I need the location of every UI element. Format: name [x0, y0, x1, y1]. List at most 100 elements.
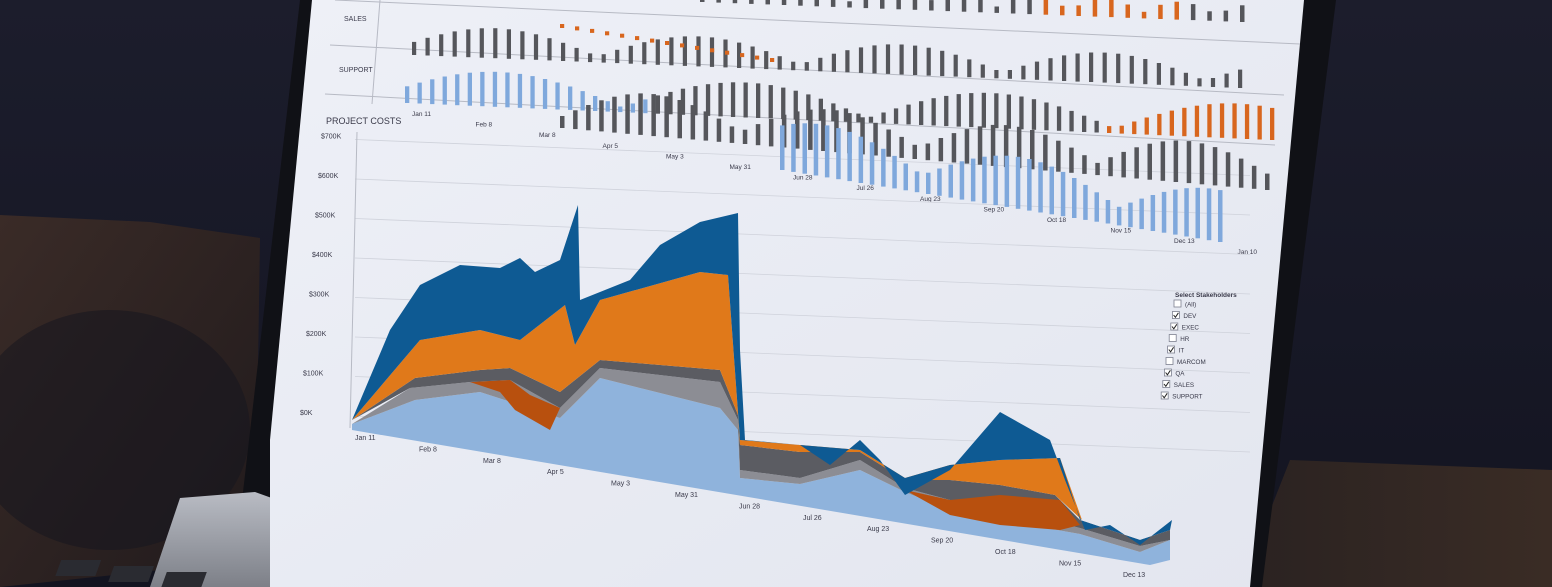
bar	[1108, 157, 1113, 177]
bar	[899, 136, 904, 158]
bar	[467, 72, 472, 106]
bar	[959, 161, 965, 200]
legend-checkbox[interactable]	[1160, 391, 1169, 400]
bar	[781, 0, 787, 5]
bar	[716, 0, 721, 3]
bar	[1238, 158, 1244, 188]
bar	[620, 33, 625, 38]
bar	[669, 37, 674, 66]
bar	[1027, 0, 1032, 15]
legend-checkbox[interactable]	[1170, 322, 1179, 331]
bar	[573, 110, 578, 130]
bar	[806, 94, 811, 121]
bar	[793, 90, 798, 120]
legend-checkbox[interactable]	[1168, 334, 1177, 342]
bar	[1094, 120, 1099, 133]
legend-item[interactable]: (All)	[1173, 299, 1196, 309]
bar	[1109, 0, 1114, 18]
legend-label: MARCOM	[1177, 359, 1206, 366]
bar	[1015, 156, 1021, 209]
top-x-label: Jan 11	[412, 111, 431, 118]
bar	[956, 94, 961, 127]
bar	[903, 163, 908, 191]
legend-item[interactable]: EXEC	[1170, 322, 1200, 332]
bar	[1105, 200, 1111, 224]
legend-checkbox[interactable]	[1167, 345, 1175, 354]
bar	[737, 42, 742, 68]
bar	[586, 105, 591, 131]
bar	[1038, 162, 1043, 213]
bar	[1060, 5, 1065, 16]
bar	[716, 118, 722, 142]
legend-item[interactable]: QA	[1164, 368, 1185, 378]
check-icon	[1173, 312, 1179, 319]
bar	[1095, 162, 1100, 176]
legend-item[interactable]: IT	[1167, 345, 1185, 355]
legend-checkbox[interactable]	[1164, 368, 1172, 377]
x-axis-label: Dec 13	[1123, 572, 1145, 579]
legend-item[interactable]: MARCOM	[1165, 357, 1206, 367]
legend-checkbox[interactable]	[1173, 299, 1182, 308]
legend-checkbox[interactable]	[1172, 311, 1180, 319]
bar	[1160, 141, 1166, 181]
bar	[1219, 103, 1225, 138]
bar	[425, 37, 430, 56]
bar	[1102, 52, 1107, 83]
x-axis-label: Jul 26	[803, 515, 822, 522]
legend-label: SALES	[1174, 382, 1194, 389]
legend-item[interactable]: DEV	[1172, 311, 1197, 321]
legend-checkbox[interactable]	[1162, 380, 1171, 388]
bar	[542, 79, 548, 109]
bar	[412, 41, 417, 55]
top-x-label: Dec 13	[1174, 238, 1195, 245]
area-layer-6	[352, 205, 1172, 545]
bar	[615, 49, 620, 64]
area-layer-4	[905, 490, 1080, 530]
bar	[1190, 4, 1196, 21]
bar	[1174, 1, 1179, 20]
legend-item[interactable]: HR	[1168, 334, 1190, 344]
bar	[869, 142, 875, 185]
bar	[1150, 195, 1156, 231]
legend-checkbox[interactable]	[1165, 357, 1174, 365]
bar	[1210, 78, 1216, 87]
legend-item[interactable]: SALES	[1162, 380, 1194, 390]
bar	[430, 79, 435, 105]
bar	[1128, 202, 1133, 228]
bar	[1158, 4, 1163, 19]
legend-label: IT	[1179, 348, 1185, 355]
bar	[1027, 159, 1032, 211]
bar	[892, 155, 897, 189]
bar	[665, 41, 670, 45]
legend-label: HR	[1180, 336, 1190, 343]
legend-item[interactable]: SUPPORT	[1160, 391, 1203, 401]
bar	[977, 126, 983, 165]
bar	[643, 99, 648, 114]
top-x-label: Jul 26	[857, 185, 875, 192]
x-axis-labels: Jan 11 Feb 8 Mar 8 Apr 5 May 3 May 31 Jun 28 Ju…	[355, 435, 1145, 579]
bar	[1060, 171, 1066, 217]
bar	[1270, 107, 1275, 140]
panel-row-label-support: SUPPORT	[339, 67, 373, 74]
bar	[1132, 121, 1137, 135]
bar	[718, 82, 723, 117]
bar	[885, 44, 891, 74]
bar	[945, 0, 950, 12]
bar	[580, 91, 585, 111]
y-tick-label: $700K	[321, 134, 342, 141]
bar	[677, 100, 682, 139]
x-axis-label: May 3	[611, 481, 630, 488]
bar	[1199, 143, 1205, 185]
bar	[630, 103, 635, 113]
mid-bars	[560, 93, 1270, 242]
bar	[1056, 106, 1062, 131]
bar	[1195, 187, 1200, 239]
bar	[530, 76, 535, 109]
check-icon	[1168, 347, 1175, 353]
bar	[601, 54, 606, 63]
bar	[1184, 188, 1189, 237]
y-tick-label: $200K	[306, 331, 327, 338]
y-tick-label: $0K	[300, 410, 313, 417]
bar	[830, 0, 836, 7]
bar	[791, 61, 796, 71]
